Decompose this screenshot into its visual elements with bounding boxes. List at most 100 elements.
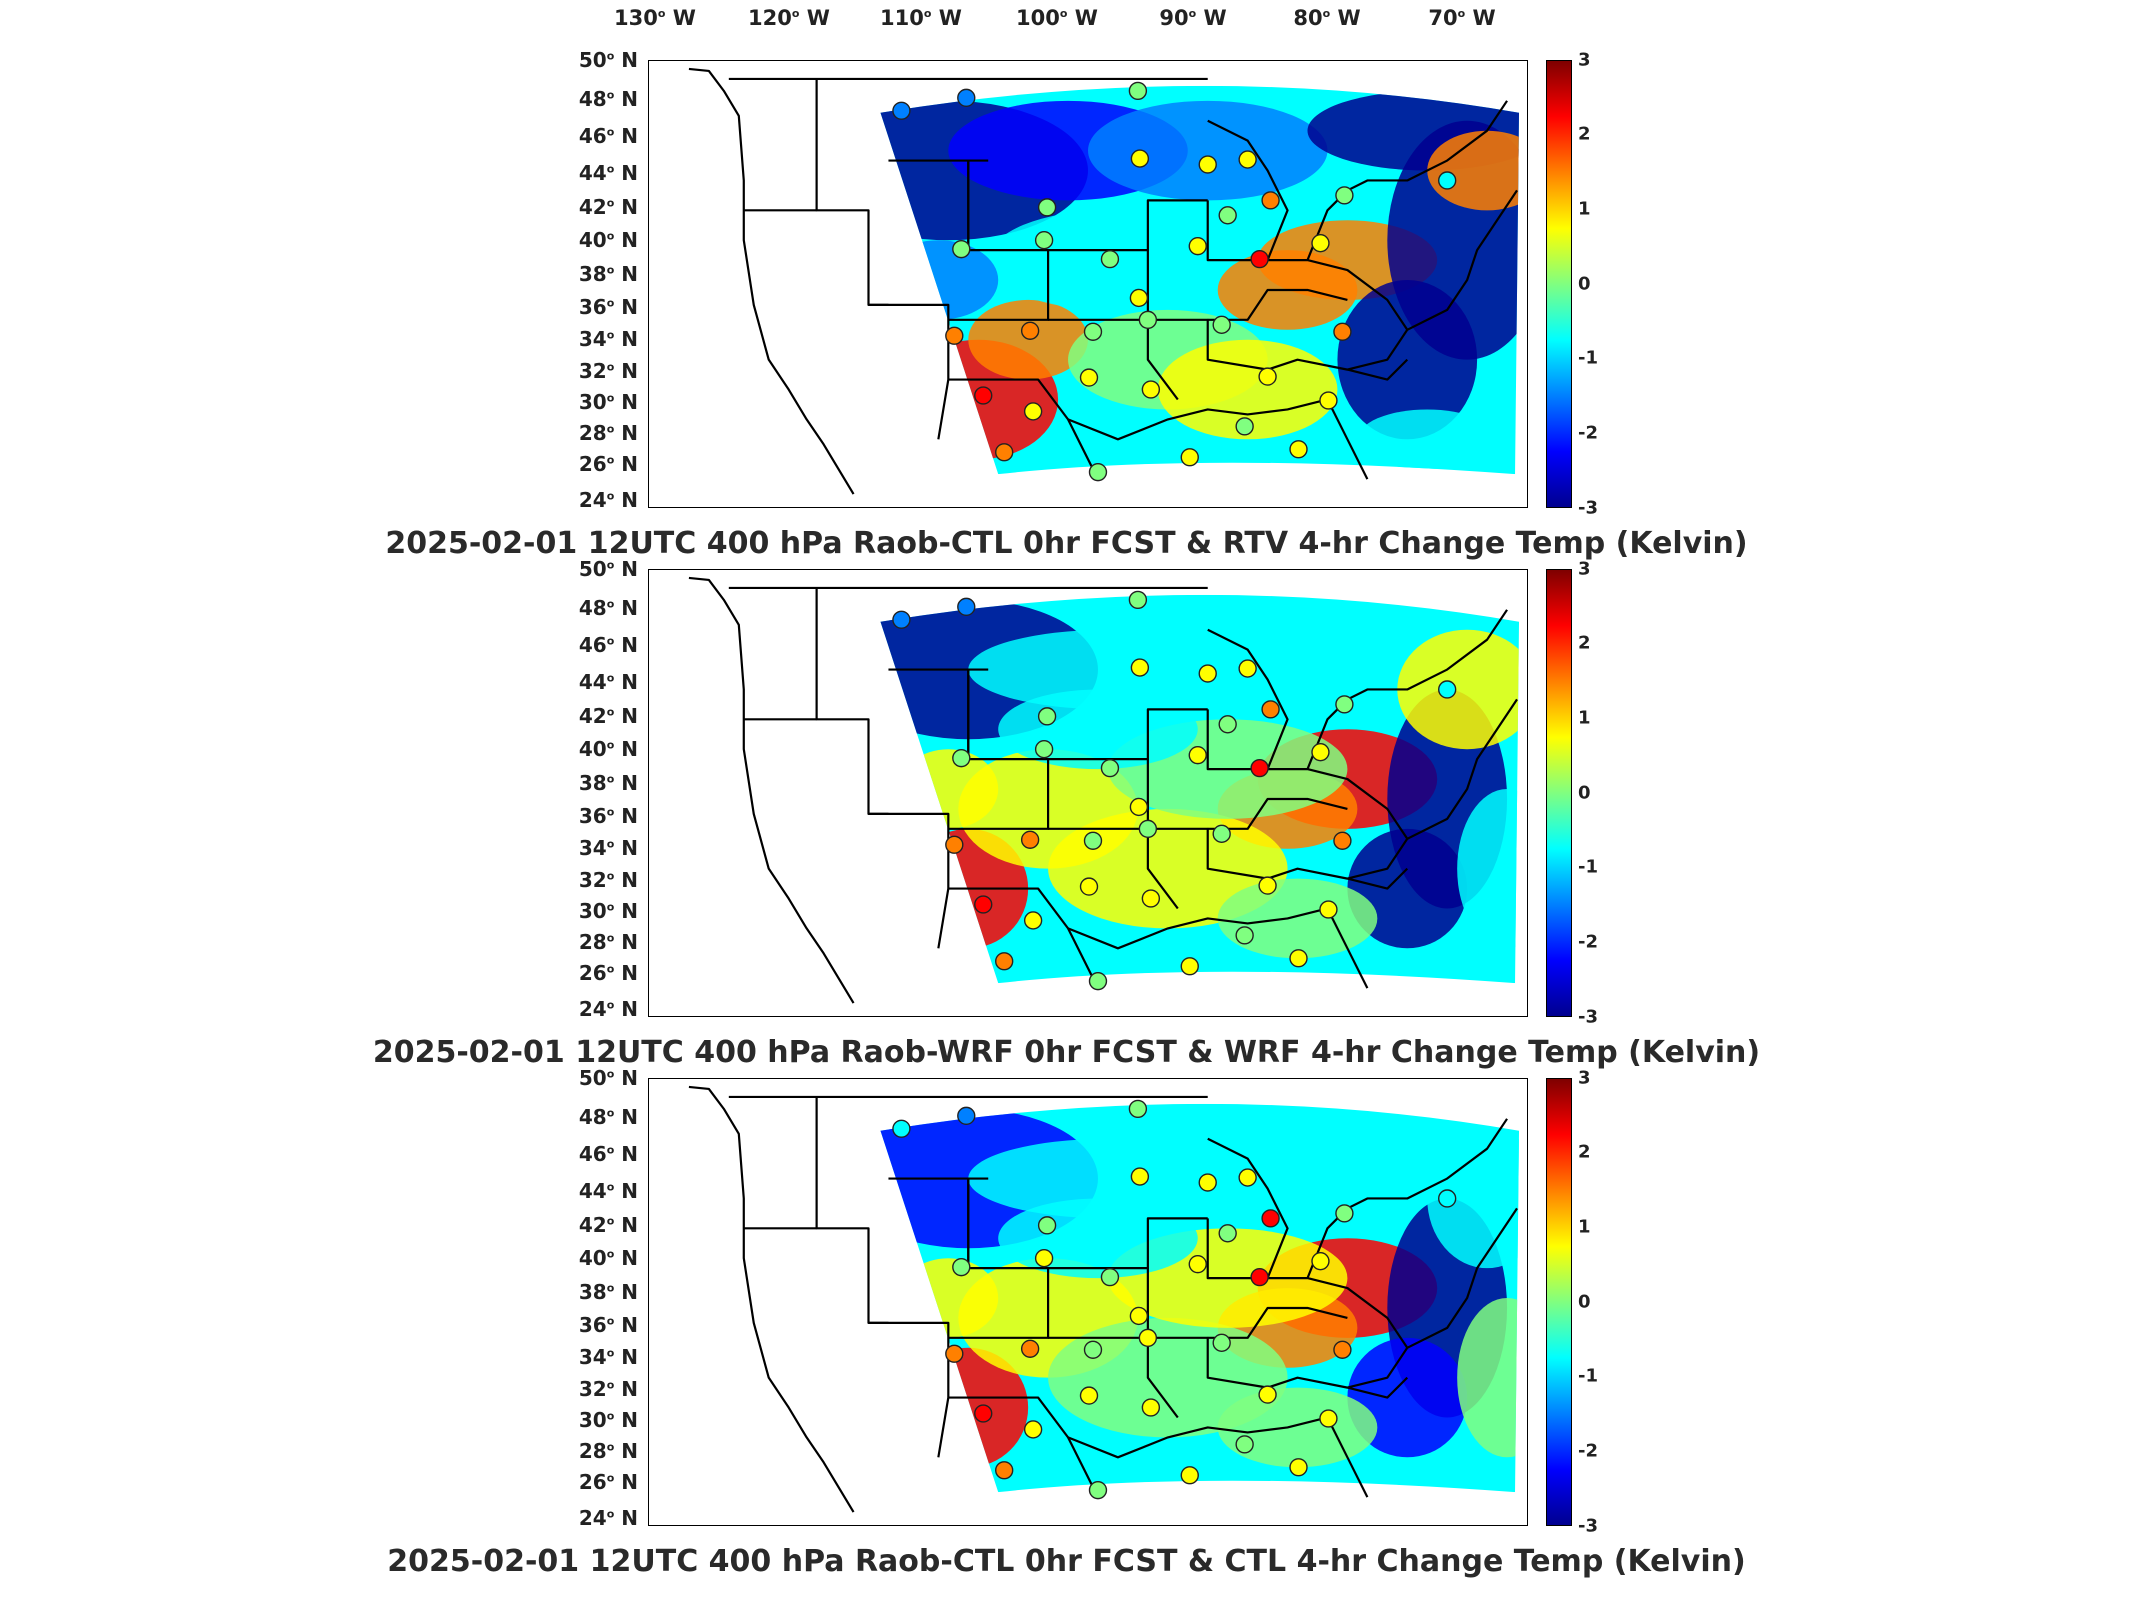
raob-station-marker bbox=[892, 101, 911, 120]
panel-title: 2025-02-01 12UTC 400 hPa Raob-CTL 0hr FC… bbox=[387, 1544, 1746, 1579]
lat-label: 32o N bbox=[578, 868, 638, 892]
raob-station-marker bbox=[1141, 1398, 1161, 1417]
raob-station-marker bbox=[1289, 440, 1308, 459]
raob-station-marker bbox=[1034, 231, 1054, 250]
coastline-and-borders bbox=[688, 67, 1518, 495]
colorbar bbox=[1546, 1078, 1572, 1526]
border-line bbox=[1406, 698, 1518, 840]
field-blob bbox=[1347, 1337, 1468, 1458]
raob-station-marker bbox=[1335, 1204, 1354, 1223]
raob-station-marker bbox=[1333, 1340, 1352, 1359]
raob-station-marker bbox=[1100, 758, 1120, 778]
raob-station-marker bbox=[1188, 746, 1207, 765]
raob-station-marker bbox=[892, 1119, 911, 1138]
lat-label: 28o N bbox=[578, 421, 638, 445]
raob-station-marker bbox=[1129, 797, 1149, 817]
raob-station-marker bbox=[1129, 288, 1149, 308]
colorbar-tick-label: -2 bbox=[1578, 1440, 1598, 1462]
raob-station-marker bbox=[1023, 1420, 1043, 1439]
raob-station-marker bbox=[1218, 715, 1237, 734]
raob-station-marker bbox=[1311, 1252, 1330, 1271]
field-blob bbox=[998, 689, 1198, 770]
colorbar-tick-label: 2 bbox=[1578, 123, 1591, 145]
raob-station-marker bbox=[957, 597, 976, 616]
raob-station-marker bbox=[1319, 391, 1338, 410]
border-line bbox=[888, 668, 1050, 830]
raob-station-marker bbox=[1037, 1216, 1057, 1235]
raob-station-marker bbox=[1250, 1267, 1269, 1287]
border-line bbox=[967, 668, 989, 760]
raob-station-marker bbox=[1037, 707, 1057, 726]
border-line bbox=[1207, 797, 1348, 830]
raob-station-marker bbox=[1088, 971, 1108, 991]
lat-label: 46o N bbox=[578, 124, 638, 148]
raob-station-marker bbox=[1335, 695, 1354, 714]
lat-label: 48o N bbox=[578, 596, 638, 620]
raob-station-marker bbox=[1023, 911, 1043, 930]
border-line bbox=[868, 303, 950, 440]
border-line bbox=[1406, 1207, 1518, 1349]
longitude-axis: 130o W 120o W 110o W 100o W 90o W 80o W … bbox=[0, 0, 2133, 50]
raob-station-marker bbox=[1037, 198, 1057, 217]
raob-station-marker bbox=[1438, 171, 1457, 190]
raob-station-marker bbox=[1438, 1189, 1457, 1208]
border-line bbox=[1406, 189, 1518, 331]
raob-station-marker bbox=[1311, 743, 1330, 762]
map-svg bbox=[688, 1085, 1520, 1513]
raob-station-marker bbox=[1180, 448, 1199, 467]
field-blob bbox=[1457, 1298, 1520, 1458]
raob-station-marker bbox=[1250, 249, 1269, 269]
lat-label: 24o N bbox=[578, 1506, 638, 1530]
colorbar-tick-label: -3 bbox=[1578, 1515, 1598, 1537]
lat-label: 50o N bbox=[578, 557, 638, 581]
lon-label: 70o W bbox=[1428, 6, 1496, 30]
raob-station-marker bbox=[974, 895, 993, 914]
temperature-field bbox=[880, 594, 1520, 984]
border-line bbox=[1326, 398, 1369, 480]
lat-label: 24o N bbox=[578, 488, 638, 512]
temperature-map[interactable] bbox=[648, 1078, 1528, 1526]
temperature-map[interactable] bbox=[648, 60, 1528, 508]
border-line bbox=[1067, 907, 1328, 950]
border-line bbox=[1067, 398, 1328, 441]
map-panel: 50o N 48o N 46o N 44o N 42o N 40o N 38o N 36o N… bbox=[0, 48, 2133, 568]
lat-label: 32o N bbox=[578, 359, 638, 383]
raob-station-marker bbox=[1235, 926, 1254, 945]
raob-station-marker bbox=[1319, 1409, 1338, 1428]
raob-station-marker bbox=[1311, 234, 1330, 253]
lon-label: 120o W bbox=[748, 6, 830, 30]
lat-label: 34o N bbox=[578, 327, 638, 351]
colorbar-tick-label: 1 bbox=[1578, 1216, 1591, 1238]
temperature-map[interactable] bbox=[648, 569, 1528, 1017]
colorbar-tick-label: 1 bbox=[1578, 707, 1591, 729]
panel-title: 2025-02-01 12UTC 400 hPa Raob-WRF 0hr FC… bbox=[372, 1035, 1761, 1070]
raob-station-marker bbox=[952, 1257, 971, 1277]
lat-label: 36o N bbox=[578, 1313, 638, 1337]
raob-station-marker bbox=[1141, 889, 1161, 908]
border-line bbox=[1306, 609, 1508, 770]
border-line bbox=[967, 1177, 989, 1269]
lat-label: 30o N bbox=[578, 390, 638, 414]
colorbar-tick-label: 3 bbox=[1578, 1067, 1591, 1089]
raob-station-marker bbox=[1020, 321, 1040, 340]
lat-label: 28o N bbox=[578, 930, 638, 954]
raob-station-marker bbox=[1188, 237, 1207, 256]
border-line bbox=[1326, 1416, 1369, 1498]
colorbar-tick-label: 1 bbox=[1578, 198, 1591, 220]
raob-station-marker bbox=[1258, 1385, 1277, 1404]
border-line bbox=[688, 576, 855, 1004]
lat-label: 32o N bbox=[578, 1377, 638, 1401]
border-line bbox=[1146, 1268, 1179, 1419]
lat-label: 40o N bbox=[578, 228, 638, 252]
raob-station-marker bbox=[1128, 590, 1148, 610]
lat-label: 34o N bbox=[578, 1345, 638, 1369]
colorbar-tick-label: 0 bbox=[1578, 273, 1591, 295]
field-blob bbox=[1147, 1118, 1428, 1199]
raob-station-marker bbox=[1238, 659, 1257, 678]
raob-station-marker bbox=[1212, 1333, 1231, 1352]
raob-station-marker bbox=[1235, 1435, 1254, 1454]
raob-station-marker bbox=[1180, 957, 1199, 976]
lon-label: 90o W bbox=[1159, 6, 1227, 30]
border-line bbox=[1207, 1306, 1348, 1339]
raob-station-marker bbox=[1261, 1209, 1280, 1228]
